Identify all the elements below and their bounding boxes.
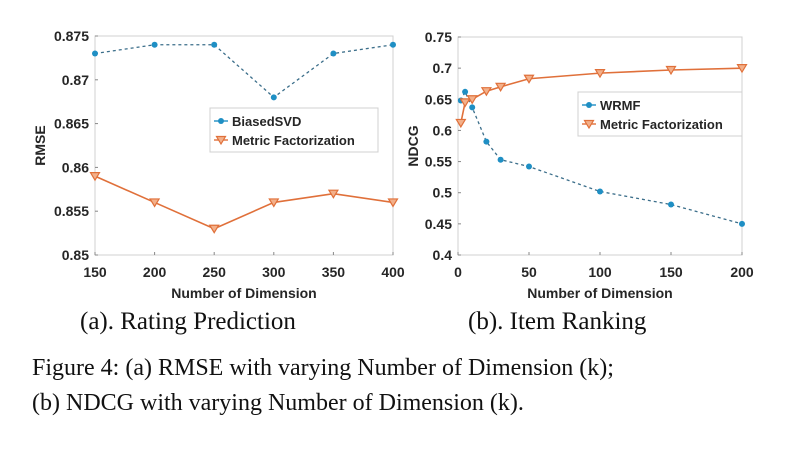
x-axis-label: Number of Dimension xyxy=(527,285,672,300)
y-axis-label: NDCG xyxy=(405,125,421,166)
data-point xyxy=(497,156,504,163)
data-point xyxy=(483,138,490,145)
series-metric-factorization xyxy=(455,64,748,129)
x-tick-label: 100 xyxy=(588,264,612,280)
data-point xyxy=(495,82,507,92)
data-point xyxy=(469,104,476,111)
y-tick-label: 0.875 xyxy=(54,28,89,44)
legend: BiasedSVD Metric Factorization xyxy=(209,107,379,153)
data-point xyxy=(327,189,339,199)
data-point xyxy=(270,94,277,101)
data-point xyxy=(390,41,396,48)
data-point xyxy=(526,163,532,170)
data-point xyxy=(387,198,399,208)
chart-b: 0 50 100 150 200 0.4 0.45 0.5 0.55 0.6 0.65 0.7 0.75… xyxy=(405,29,754,300)
subcaption-b: (b). Item Ranking xyxy=(468,308,647,335)
figure-caption-line2: (b) NDCG with varying Number of Dimensio… xyxy=(32,390,524,416)
data-point xyxy=(151,41,158,48)
data-point xyxy=(89,172,101,182)
data-point xyxy=(668,201,674,208)
x-tick-label: 300 xyxy=(262,264,286,280)
y-tick-label: 0.865 xyxy=(54,116,89,132)
data-point xyxy=(665,65,677,76)
data-point xyxy=(218,118,224,124)
legend-box xyxy=(577,91,743,137)
legend-item: Metric Factorization xyxy=(214,133,355,148)
legend-item: WRMF xyxy=(582,98,640,113)
y-tick-label: 0.6 xyxy=(433,122,453,138)
x-axis-label: Number of Dimension xyxy=(171,285,316,300)
data-point xyxy=(268,198,280,208)
data-point xyxy=(597,188,603,195)
data-point xyxy=(459,98,471,108)
legend-item: Metric Factorization xyxy=(582,117,723,132)
series-line xyxy=(94,44,394,99)
x-tick-label: 150 xyxy=(659,264,683,280)
series-line xyxy=(94,175,394,230)
chart-a: 150 200 250 300 350 400 0.85 0.855 0.86 0.865 0.87… xyxy=(32,28,405,300)
legend-label: Metric Factorization xyxy=(600,117,723,132)
data-point xyxy=(594,69,606,79)
legend-label: Metric Factorization xyxy=(232,133,355,148)
legend-item: BiasedSVD xyxy=(214,114,301,129)
figure-charts: 150 200 250 300 350 400 0.85 0.855 0.86 0.865 0.87… xyxy=(32,28,754,300)
data-point xyxy=(462,88,469,95)
legend: WRMF Metric Factorization xyxy=(577,91,743,137)
data-point xyxy=(92,50,98,57)
data-point xyxy=(586,102,592,108)
y-tick-label: 0.7 xyxy=(433,60,453,76)
y-tick-label: 0.75 xyxy=(425,29,452,45)
x-tick-label: 50 xyxy=(521,264,537,280)
data-point xyxy=(583,119,595,130)
x-tick-label: 0 xyxy=(454,264,462,280)
x-tick-label: 400 xyxy=(381,264,405,280)
data-point xyxy=(739,220,745,227)
y-tick-label: 0.855 xyxy=(54,203,89,219)
data-point xyxy=(523,74,535,84)
y-tick-label: 0.65 xyxy=(425,91,452,107)
legend-box xyxy=(209,107,379,153)
data-point xyxy=(149,198,161,208)
x-tick-label: 200 xyxy=(143,264,167,280)
data-point xyxy=(455,118,467,129)
x-tick-label: 350 xyxy=(322,264,346,280)
y-tick-label: 0.86 xyxy=(62,159,89,175)
y-tick-label: 0.87 xyxy=(62,72,89,88)
series-biasedsvd xyxy=(92,41,396,101)
y-tick-label: 0.85 xyxy=(62,247,89,263)
subcaption-a: (a). Rating Prediction xyxy=(80,308,296,335)
series-metric-factorization xyxy=(89,172,399,234)
y-tick-label: 0.45 xyxy=(425,216,452,232)
data-point xyxy=(480,87,492,97)
data-point xyxy=(211,41,218,48)
x-tick-label: 200 xyxy=(730,264,754,280)
data-point xyxy=(466,95,478,105)
y-tick-label: 0.55 xyxy=(425,154,452,170)
x-tick-label: 250 xyxy=(203,264,227,280)
legend-label: WRMF xyxy=(600,98,640,113)
y-tick-label: 0.5 xyxy=(433,185,453,201)
figure-caption-line1: Figure 4: (a) RMSE with varying Number o… xyxy=(32,355,614,381)
x-tick-label: 150 xyxy=(83,264,107,280)
data-point xyxy=(215,135,227,146)
data-point xyxy=(208,224,220,234)
data-point xyxy=(736,64,748,74)
legend-label: BiasedSVD xyxy=(232,114,301,129)
data-point xyxy=(330,50,337,57)
y-axis-label: RMSE xyxy=(32,125,48,165)
y-tick-label: 0.4 xyxy=(433,247,453,263)
